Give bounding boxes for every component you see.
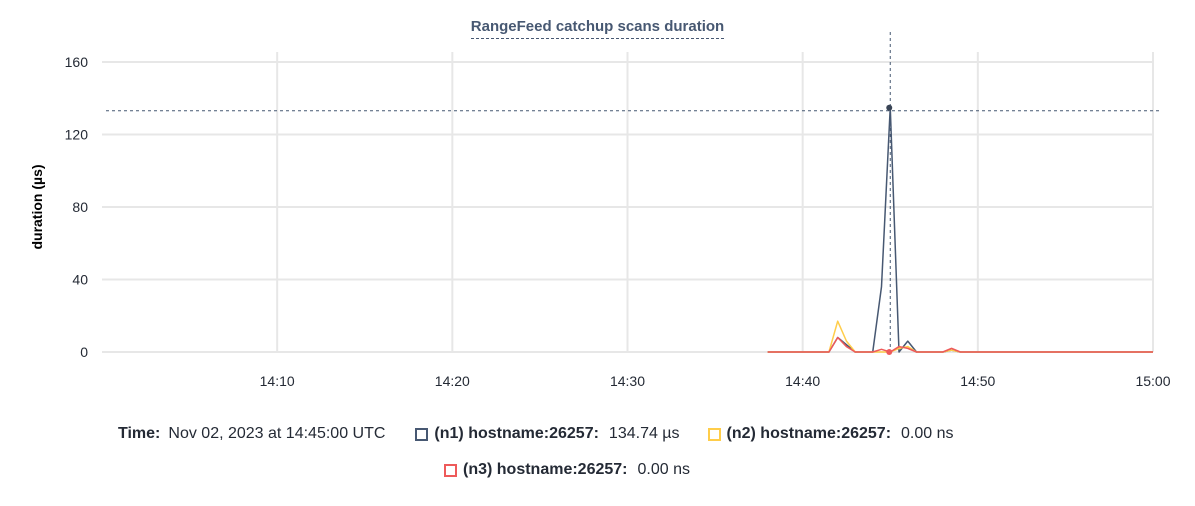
n1-swatch-icon — [415, 427, 429, 441]
hover-point-n3 — [886, 349, 893, 355]
x-tick-label: 14:40 — [785, 373, 820, 389]
y-tick-label: 40 — [72, 272, 88, 288]
legend-row-2: (n3) hostname:26257: 0.00 ns — [444, 461, 718, 479]
x-tick-label: 14:20 — [435, 373, 470, 389]
plot-area[interactable]: 0 40 80 120 160 14:10 14:20 14:30 14:40 14:50 15:0… — [0, 0, 1195, 420]
n3-value: 0.00 ns — [637, 461, 690, 478]
hover-point-n1 — [886, 104, 893, 111]
y-tick-label: 160 — [65, 54, 89, 70]
n2-label: (n2) hostname:26257: — [726, 425, 892, 442]
series-line-n1 — [767, 106, 1153, 353]
legend-row-1: Time: Nov 02, 2023 at 14:45:00 UTC (n1) … — [118, 425, 982, 443]
n3-label: (n3) hostname:26257: — [463, 461, 628, 478]
n3-swatch-icon — [444, 463, 457, 477]
y-tick-label: 0 — [80, 344, 88, 360]
n1-value: 134.74 µs — [608, 425, 680, 442]
n2-value: 0.00 ns — [901, 425, 954, 442]
time-value: Nov 02, 2023 at 14:45:00 UTC — [168, 425, 386, 442]
y-tick-label: 80 — [72, 199, 88, 215]
y-axis-label: duration (µs) — [29, 164, 45, 249]
x-tick-label: 15:00 — [1135, 373, 1170, 389]
n1-label: (n1) hostname:26257: — [434, 425, 599, 442]
x-tick-label: 14:30 — [610, 373, 645, 389]
x-tick-label: 14:10 — [260, 373, 295, 389]
n2-swatch-icon — [707, 427, 721, 441]
series-line-n2 — [767, 320, 1153, 353]
chart-title[interactable]: RangeFeed catchup scans duration — [0, 18, 1195, 39]
time-label: Time: — [118, 425, 161, 442]
series-line-n3 — [767, 336, 1153, 353]
y-tick-label: 120 — [65, 127, 89, 143]
x-tick-label: 14:50 — [960, 373, 995, 389]
